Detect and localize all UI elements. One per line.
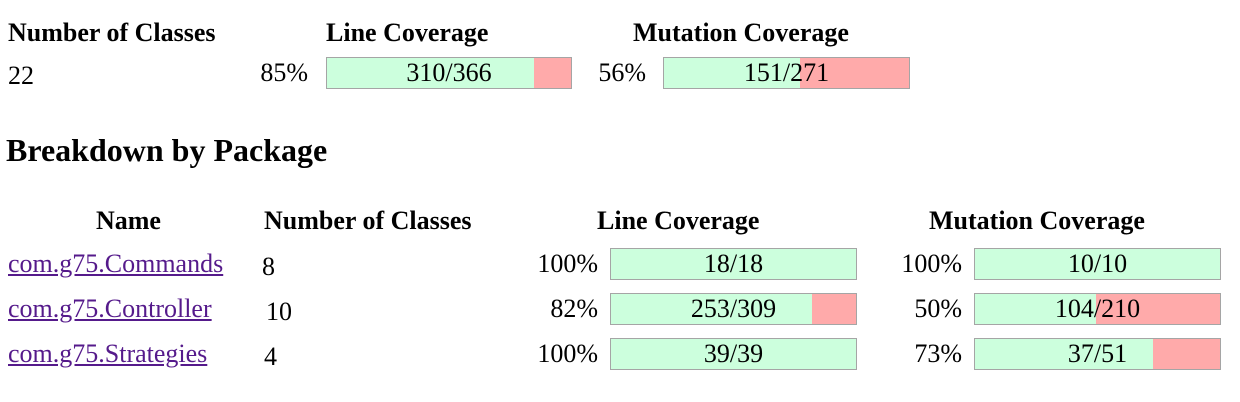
package-line-ratio: 39/39 bbox=[703, 339, 764, 368]
package-link-commands[interactable]: com.g75.Commands bbox=[8, 249, 224, 278]
package-line-coverage-bar: 18/18 bbox=[610, 248, 857, 280]
covered-fill bbox=[975, 294, 1097, 324]
package-line-coverage-bar: 39/39 bbox=[610, 338, 857, 370]
summary-line-coverage-bar: 310/366 bbox=[326, 57, 572, 89]
summary-line-percent: 85% bbox=[260, 58, 308, 87]
package-classes-value: 4 bbox=[264, 342, 277, 371]
package-line-percent: 100% bbox=[537, 339, 598, 368]
package-mutation-coverage-bar: 37/51 bbox=[974, 338, 1221, 370]
breakdown-title: Breakdown by Package bbox=[6, 132, 328, 168]
covered-fill bbox=[611, 294, 812, 324]
summary-mutation-coverage-bar: 151/271 bbox=[663, 57, 910, 89]
covered-fill bbox=[611, 339, 856, 369]
covered-fill bbox=[664, 58, 801, 88]
summary-line-coverage-header: Line Coverage bbox=[326, 18, 489, 47]
covered-fill bbox=[975, 249, 1220, 279]
summary-line-ratio: 310/366 bbox=[406, 58, 492, 87]
package-classes-value: 10 bbox=[266, 297, 292, 326]
package-mutation-ratio: 37/51 bbox=[1067, 339, 1128, 368]
package-mutation-coverage-bar: 10/10 bbox=[974, 248, 1221, 280]
package-link-controller[interactable]: com.g75.Controller bbox=[8, 294, 212, 323]
package-mutation-coverage-bar: 104/210 bbox=[974, 293, 1221, 325]
breakdown-name-header: Name bbox=[96, 206, 161, 235]
package-mutation-percent: 50% bbox=[914, 294, 962, 323]
breakdown-mutation-coverage-header: Mutation Coverage bbox=[929, 206, 1145, 235]
package-mutation-percent: 100% bbox=[901, 249, 962, 278]
package-mutation-percent: 73% bbox=[914, 339, 962, 368]
summary-mutation-ratio: 151/271 bbox=[743, 58, 830, 87]
package-line-percent: 82% bbox=[550, 294, 598, 323]
package-classes-value: 8 bbox=[262, 252, 275, 281]
package-mutation-ratio: 104/210 bbox=[1054, 294, 1141, 323]
package-line-ratio: 253/309 bbox=[690, 294, 777, 323]
package-line-percent: 100% bbox=[537, 249, 598, 278]
summary-classes-header: Number of Classes bbox=[8, 18, 216, 47]
covered-fill bbox=[327, 58, 534, 88]
summary-classes-value: 22 bbox=[8, 61, 34, 90]
breakdown-line-coverage-header: Line Coverage bbox=[597, 206, 760, 235]
summary-mutation-coverage-header: Mutation Coverage bbox=[633, 18, 849, 47]
summary-mutation-percent: 56% bbox=[598, 58, 646, 87]
covered-fill bbox=[975, 339, 1153, 369]
package-link-strategies[interactable]: com.g75.Strategies bbox=[8, 339, 208, 368]
covered-fill bbox=[611, 249, 856, 279]
package-mutation-ratio: 10/10 bbox=[1067, 249, 1128, 278]
package-line-coverage-bar: 253/309 bbox=[610, 293, 857, 325]
package-line-ratio: 18/18 bbox=[703, 249, 764, 278]
breakdown-classes-header: Number of Classes bbox=[264, 206, 472, 235]
